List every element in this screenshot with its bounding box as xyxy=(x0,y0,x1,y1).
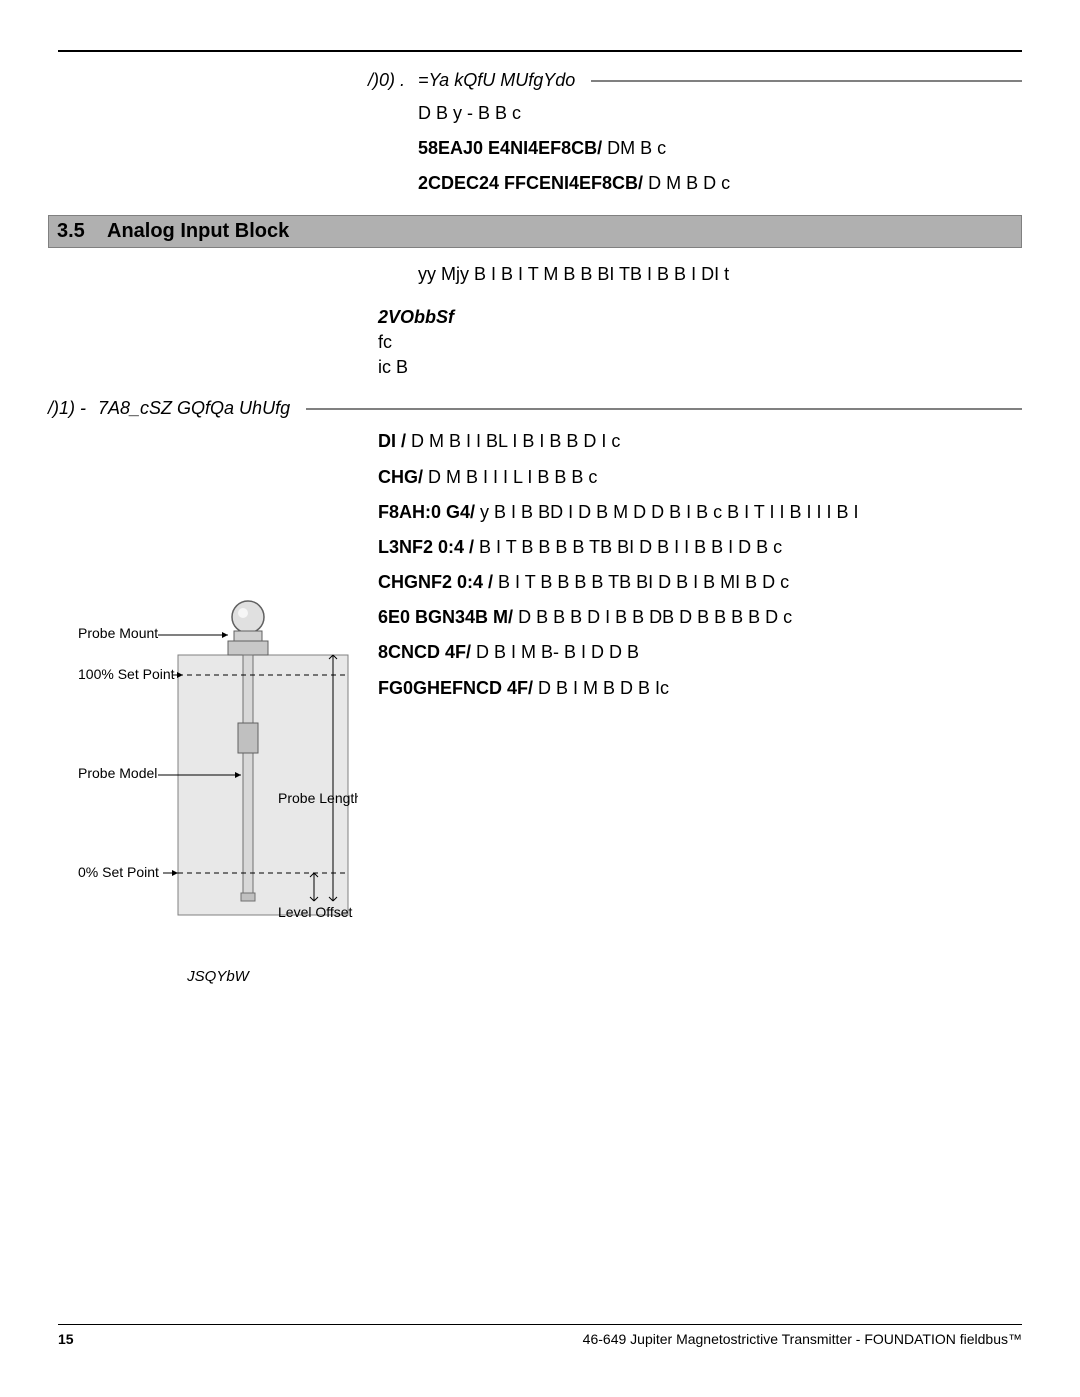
subsection-number: /)1) - xyxy=(48,398,98,419)
native-label: 58EAJ0 E4NI4EF8CB/ xyxy=(418,138,602,158)
section-ai-params: /)1) - 7A8_cSZ GQfQa UhUfg xyxy=(48,398,1022,419)
param-channel: 6E0 BGN34B M/ D B B B D I B B DB D B B B… xyxy=(378,605,1022,630)
xdscale-text: B I T B B B B TB BI D B I I B B I D B c xyxy=(479,537,782,557)
section-rule xyxy=(591,80,1022,82)
right-column: /)0) . =Ya kQfU MUfgYdo D B y - B B c 58… xyxy=(368,70,1022,1297)
native-line: 58EAJ0 E4NI4EF8CB/ DM B c xyxy=(418,136,1022,161)
analog-input-intro: yy Mjy B I B I T M B B BI TB I B B I DI … xyxy=(368,262,1022,287)
analog-intro-text: yy Mjy B I B I T M B B BI TB I B B I DI … xyxy=(418,262,1022,287)
page-footer: 15 46-649 Jupiter Magnetostrictive Trans… xyxy=(58,1324,1022,1347)
intro-text: D B y - B B c xyxy=(418,101,1022,126)
note-label: 2VObbSf xyxy=(378,305,1022,330)
band-title: Analog Input Block xyxy=(107,220,289,243)
pvftime-label: FG0GHEFNCD 4F/ xyxy=(378,678,533,698)
normal-label: 2CDEC24 FFCENI4EF8CB/ xyxy=(418,173,643,193)
label-0-setpoint: 0% Set Point xyxy=(78,864,159,880)
section-number: /)0) . xyxy=(368,70,418,91)
left-column: Probe Mount 100% Set Point Probe Model P… xyxy=(58,70,368,1297)
figure-caption: JSQYbW xyxy=(78,968,358,985)
param-outscale: CHGNF2 0:4 / B I T B B B B TB BI D B I B… xyxy=(378,570,1022,595)
label-level-offset: Level Offset xyxy=(278,904,353,920)
ltype-label: F8AH:0 G4/ xyxy=(378,502,475,522)
param-pvftime: FG0GHEFNCD 4F/ D B I M B D B Ic xyxy=(378,676,1022,701)
channel-text: D B B B D I B B DB D B B B B D c xyxy=(518,607,792,627)
section-band-analog-input: 3.5 Analog Input Block xyxy=(48,215,1022,248)
param-ltype: F8AH:0 G4/ y B I B BD I D B M D D B I B … xyxy=(378,500,1022,525)
native-text: DM B c xyxy=(607,138,666,158)
xdscale-label: L3NF2 0:4 / xyxy=(378,537,474,557)
label-probe-length: Probe Length xyxy=(278,790,358,806)
note-line2: ic B xyxy=(378,355,1022,380)
band-number: 3.5 xyxy=(57,220,107,243)
param-xdscale: L3NF2 0:4 / B I T B B B B TB BI D B I I … xyxy=(378,535,1022,560)
pv-text: D M B I I BL I B I B B D I c xyxy=(411,431,620,451)
normal-line: 2CDEC24 FFCENI4EF8CB/ D M B D c xyxy=(418,171,1022,196)
figure-6: Probe Mount 100% Set Point Probe Model P… xyxy=(78,575,358,985)
note-block: 2VObbSf fc ic B xyxy=(368,305,1022,381)
note-line1: fc xyxy=(378,330,1022,355)
lowcut-label: 8CNCD 4F/ xyxy=(378,642,471,662)
out-text: D M B I I I L I B B B c xyxy=(428,467,597,487)
label-probe-mount: Probe Mount xyxy=(78,625,158,641)
local-faults-body: D B y - B B c 58EAJ0 E4NI4EF8CB/ DM B c … xyxy=(368,101,1022,197)
page-number: 15 xyxy=(58,1331,74,1347)
ltype-text: y B I B BD I D B M D D B I B c B I T I I… xyxy=(480,502,858,522)
outscale-text: B I T B B B B TB BI D B I B MI B D c xyxy=(498,572,789,592)
section-title: =Ya kQfU MUfgYdo xyxy=(418,70,585,91)
content-area: Probe Mount 100% Set Point Probe Model P… xyxy=(58,70,1022,1297)
label-100-setpoint: 100% Set Point xyxy=(78,666,175,682)
out-label: CHG/ xyxy=(378,467,423,487)
param-lowcut: 8CNCD 4F/ D B I M B- B I D D B xyxy=(378,640,1022,665)
top-rule xyxy=(58,50,1022,52)
normal-text: D M B D c xyxy=(648,173,730,193)
outscale-label: CHGNF2 0:4 / xyxy=(378,572,493,592)
pvftime-text: D B I M B D B Ic xyxy=(538,678,669,698)
subsection-rule xyxy=(306,408,1022,410)
section-local-faults: /)0) . =Ya kQfU MUfgYdo xyxy=(368,70,1022,91)
ai-params-body: DI / D M B I I BL I B I B B D I c CHG/ D… xyxy=(368,429,1022,701)
param-pv: DI / D M B I I BL I B I B B D I c xyxy=(378,429,1022,454)
pv-label: DI / xyxy=(378,431,406,451)
probe-diagram: Probe Mount 100% Set Point Probe Model P… xyxy=(78,575,358,955)
lowcut-text: D B I M B- B I D D B xyxy=(476,642,639,662)
footer-doc-title: 46-649 Jupiter Magnetostrictive Transmit… xyxy=(583,1331,1022,1347)
label-probe-model: Probe Model xyxy=(78,765,157,781)
param-out: CHG/ D M B I I I L I B B B c xyxy=(378,465,1022,490)
subsection-title: 7A8_cSZ GQfQa UhUfg xyxy=(98,398,300,419)
channel-label: 6E0 BGN34B M/ xyxy=(378,607,513,627)
